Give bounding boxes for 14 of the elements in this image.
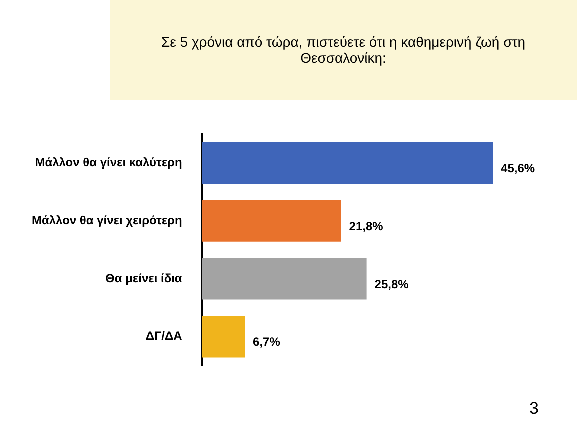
y-tick-label: Μάλλον θα γίνει χειρότερη <box>32 213 182 228</box>
bar <box>202 316 246 358</box>
data-label: 21,8% <box>349 219 384 234</box>
bar <box>202 200 342 242</box>
text: 3 <box>530 399 539 419</box>
data-label: 25,8% <box>374 277 410 292</box>
y-tick-label: ΔΓ/ΔΑ <box>146 329 183 344</box>
data-label: 45,6% <box>501 161 536 176</box>
chart-title: Σε 5 χρόνια από τώρα, πιστεύετε ότι η καθημερινή ζωή στη Θεσσαλονίκη: <box>110 0 577 100</box>
bar <box>202 258 367 300</box>
y-tick-label: Μάλλον θα γίνει καλύτερη <box>35 155 182 170</box>
bar <box>202 142 494 184</box>
y-tick-label: Θα μείνει ίδια <box>106 271 183 286</box>
data-label: 6,7% <box>253 335 281 350</box>
